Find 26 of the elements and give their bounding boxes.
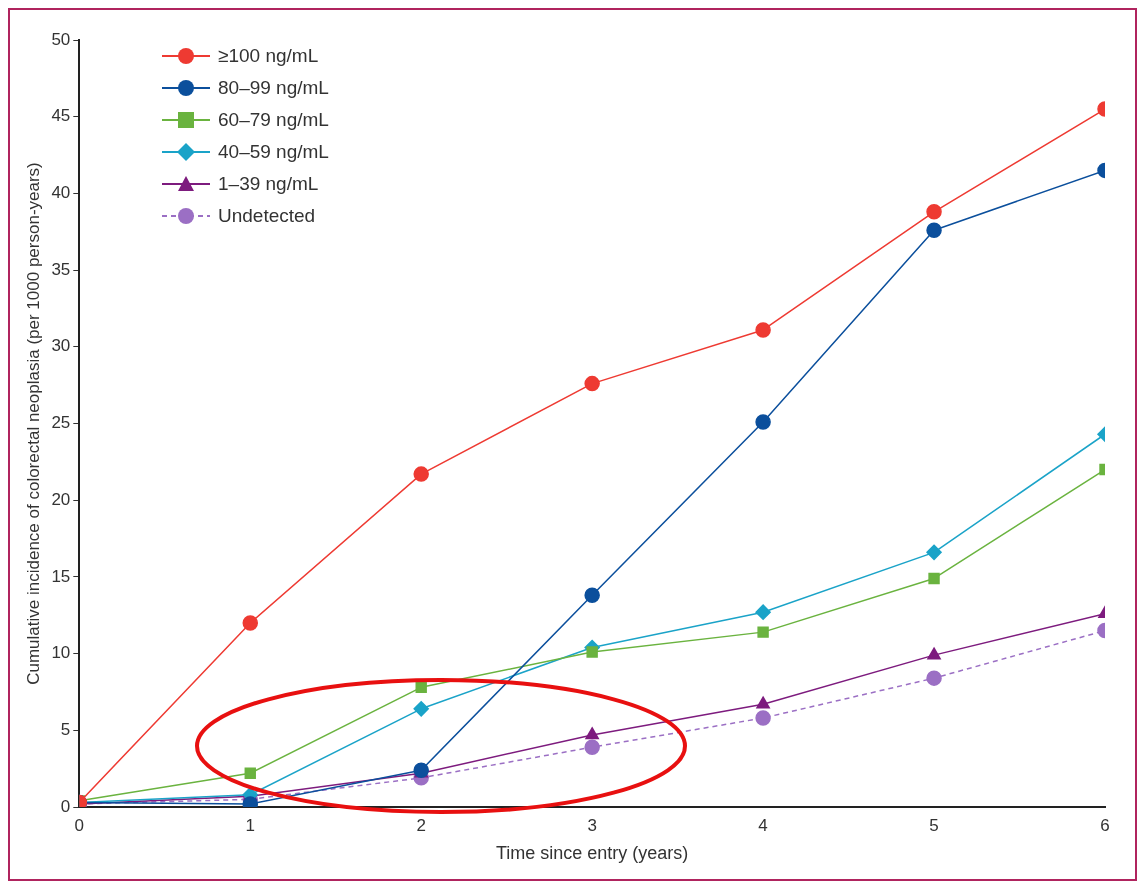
- y-tick-label: 0: [60, 796, 71, 816]
- y-tick-label: 25: [51, 413, 71, 433]
- x-tick-label: 0: [74, 815, 85, 835]
- legend-label: 80–99 ng/mL: [218, 77, 329, 99]
- y-tick-label: 10: [51, 643, 71, 663]
- y-tick-label: 5: [60, 719, 71, 739]
- x-tick-label: 6: [1100, 815, 1110, 835]
- y-tick-label: 50: [51, 29, 71, 49]
- x-tick-label: 4: [758, 815, 768, 835]
- x-tick-label: 3: [587, 815, 597, 835]
- legend-label: 40–59 ng/mL: [218, 141, 329, 163]
- y-tick-label: 40: [51, 183, 71, 203]
- legend-label: 60–79 ng/mL: [218, 109, 329, 131]
- y-axis-title: Cumulative incidence of colorectal neoplasia (per 1000 person-years): [23, 162, 43, 685]
- legend-label: 1–39 ng/mL: [218, 173, 319, 195]
- y-tick-label: 20: [51, 489, 71, 509]
- y-tick-label: 15: [51, 566, 71, 586]
- x-tick-label: 1: [245, 815, 255, 835]
- y-tick-label: 45: [51, 106, 71, 126]
- x-axis-title: Time since entry (years): [495, 843, 689, 864]
- x-tick-label: 2: [416, 815, 426, 835]
- legend-label: Undetected: [218, 205, 316, 227]
- y-tick-label: 30: [51, 336, 71, 356]
- x-tick-label: 5: [929, 815, 939, 835]
- legend-label: ≥100 ng/mL: [218, 45, 319, 67]
- y-tick-label: 35: [51, 259, 71, 279]
